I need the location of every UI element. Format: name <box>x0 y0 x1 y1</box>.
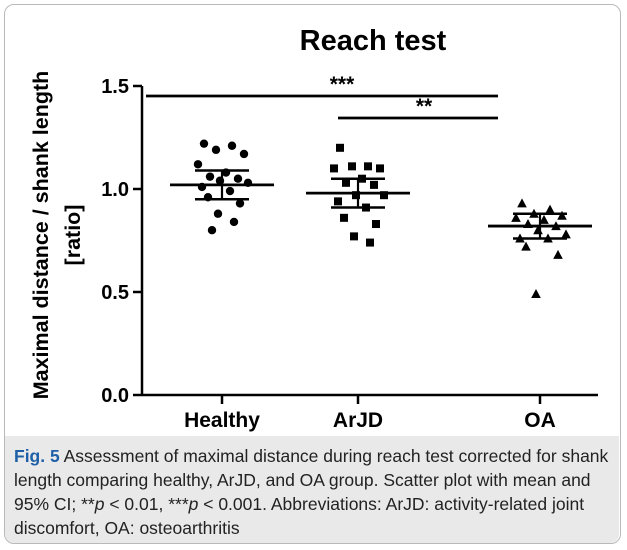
data-point-circle <box>239 149 249 159</box>
data-point-square <box>330 164 338 173</box>
figure-caption: Fig. 5 Assessment of maximal distance du… <box>14 444 614 540</box>
x-tick-label: ArJD <box>333 409 383 432</box>
data-point-triangle <box>545 204 555 214</box>
data-point-triangle <box>515 233 525 243</box>
figure-label: Fig. 5 <box>14 446 60 466</box>
y-axis-label-line2: [ratio] <box>61 205 85 266</box>
data-point-circle <box>243 178 253 188</box>
significance-label: *** <box>330 73 355 96</box>
data-point-circle <box>199 139 209 148</box>
data-point-triangle <box>521 241 531 251</box>
y-tick-label: 0.0 <box>101 385 129 407</box>
data-point-circle <box>227 141 237 150</box>
data-point-circle <box>197 182 207 192</box>
data-point-circle <box>205 172 215 181</box>
y-tick-label: 1.0 <box>101 179 129 201</box>
caption-text-2: < 0.01, *** <box>104 494 189 514</box>
caption-text-1: Assessment of maximal distance during re… <box>14 446 609 514</box>
data-point-square <box>362 203 370 212</box>
data-point-triangle <box>529 208 539 218</box>
p-symbol-2: p <box>188 494 199 514</box>
data-point-circle <box>203 193 213 202</box>
data-point-square <box>348 162 356 171</box>
reach-test-chart: Reach test Maximal distance / shank leng… <box>29 25 598 432</box>
data-point-triangle <box>543 233 553 243</box>
data-point-square <box>342 178 350 187</box>
data-point-triangle <box>511 212 521 222</box>
data-point-triangle <box>561 229 571 239</box>
p-symbol-1: p <box>94 494 105 514</box>
x-tick-label: Healthy <box>184 409 260 432</box>
data-point-square <box>358 174 366 183</box>
data-point-square <box>334 197 342 206</box>
data-point-square <box>380 191 388 200</box>
data-point-circle <box>211 145 221 155</box>
caption-background <box>5 436 619 543</box>
chart-title: Reach test <box>300 25 447 57</box>
data-point-square <box>350 232 358 241</box>
data-point-circle <box>235 199 245 208</box>
x-tick-label: OA <box>524 409 556 432</box>
data-point-triangle <box>553 249 563 259</box>
y-tick-label: 1.5 <box>101 76 129 98</box>
data-point-square <box>370 180 378 189</box>
data-point-square <box>340 213 348 222</box>
data-point-circle <box>207 226 217 235</box>
data-point-triangle <box>533 225 543 235</box>
data-point-square <box>372 220 380 229</box>
data-point-triangle <box>539 214 549 224</box>
data-point-triangle <box>531 289 541 299</box>
data-point-triangle <box>517 198 527 208</box>
data-point-square <box>364 162 372 171</box>
data-point-triangle <box>523 219 533 229</box>
data-point-square <box>366 238 374 247</box>
caption-text-3: < 0.001. Abbreviations: ArJD: activity-r… <box>14 494 585 538</box>
y-tick-label: 0.5 <box>101 282 129 304</box>
data-point-circle <box>221 168 231 177</box>
y-axis-label-line1: Maximal distance / shank length <box>29 71 53 400</box>
data-point-circle <box>229 217 239 227</box>
data-point-circle <box>233 174 243 183</box>
data-point-circle <box>193 160 203 169</box>
data-point-triangle <box>557 210 567 220</box>
significance-label: ** <box>416 95 433 118</box>
data-point-circle <box>215 176 225 185</box>
data-point-circle <box>213 209 223 218</box>
data-point-circle <box>225 186 235 196</box>
data-point-triangle <box>551 221 561 231</box>
data-point-square <box>336 143 344 152</box>
data-point-square <box>352 191 360 200</box>
data-point-square <box>376 164 384 173</box>
